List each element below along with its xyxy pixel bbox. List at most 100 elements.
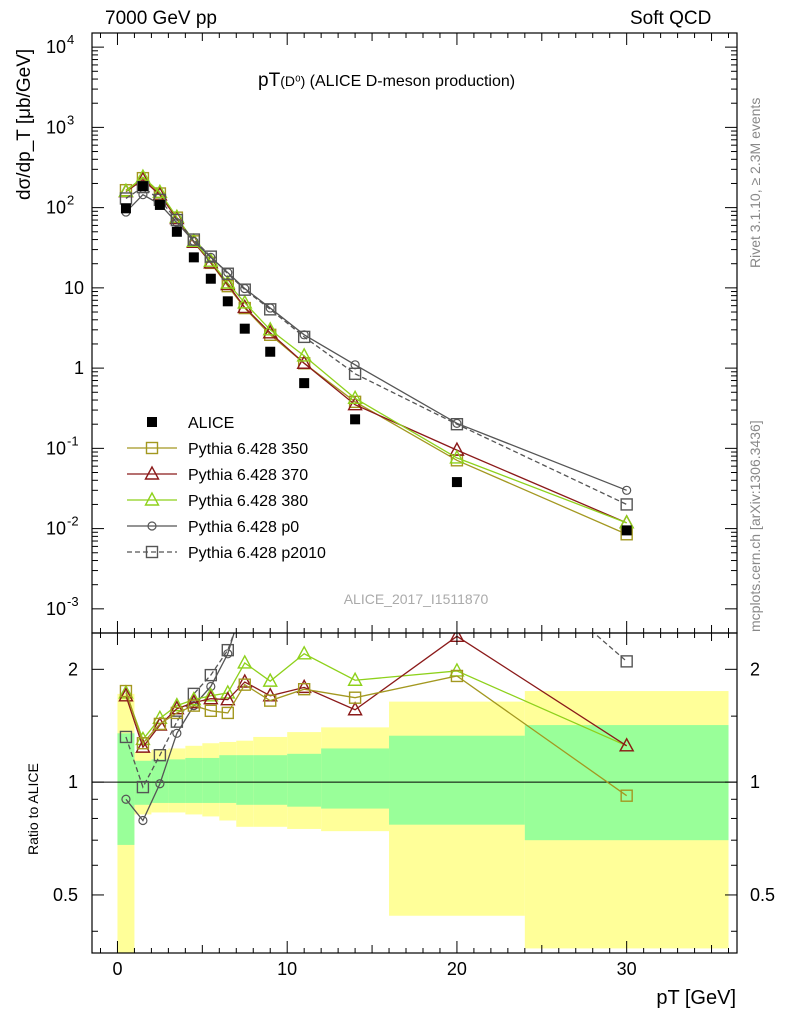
ratio-data-point [221,706,234,720]
ratio-data-point [237,673,253,688]
main-data-point [205,273,216,284]
legend-marker [144,491,160,506]
main-data-point [451,477,462,488]
main-data-point [449,441,465,456]
legend-entry-pythia-6-428-350 [127,441,177,455]
legend-entry-pythia-6-428-370 [127,465,177,480]
main-series-line [125,176,627,524]
main-data-point [296,354,312,369]
uncertainty-band-inner [117,733,135,845]
main-data-point [347,389,363,405]
ratio-data-point [118,684,134,699]
main-data-point [348,367,362,380]
main-data-point [265,346,276,357]
ratio-data-point [203,687,219,702]
legend-marker [147,417,157,427]
y-tick-label-exponent: 4 [67,32,74,47]
legend-marker [147,521,157,531]
ratio-data-point [172,728,182,738]
ratio-data-point [296,678,312,694]
main-data-point [170,213,184,227]
main-data-point [187,233,201,246]
ratio-data-point [623,589,631,597]
ratio-data-point [350,568,361,579]
main-data-point [118,182,134,197]
main-series-pythia-6-428-350 [119,171,633,541]
legend-entry-pythia-6-428-p2010 [127,545,177,559]
main-data-point [237,294,253,309]
main-data-point [621,525,632,536]
uncertainty-band-inner [185,757,203,803]
x-tick-label: 0 [112,959,122,979]
x-tick-label: 10 [277,959,297,979]
legend-entry-alice [147,417,157,427]
legend-label: Pythia 6.428 350 [188,441,308,458]
ratio-data-point [239,598,250,609]
uncertainty-band-inner [389,735,525,825]
ratio-data-point [189,701,199,711]
ratio-data-point [620,789,633,802]
ratio-data-point [238,678,251,691]
ratio-data-point [135,738,151,753]
ratio-data-point [265,582,276,593]
main-series-alice [120,181,632,536]
ratio-data-point [138,815,148,826]
main-series-line [125,186,627,506]
main-data-point [154,199,165,210]
ratio-y-axis-label: Ratio to ALICE [25,763,41,855]
y-tick-label: 10 [46,198,66,218]
mcplots-label: mcplots.cern.ch [arXiv:1306.3436] [747,420,763,632]
legend-label: Pythia 6.428 p2010 [188,545,326,562]
legend-label: Pythia 6.428 370 [188,467,308,484]
ratio-data-point [620,655,633,668]
y-axis-label: dσ/dp_T [μb/GeV] [14,49,35,200]
y-tick-label: 10 [46,599,66,619]
ratio-series-pythia-6-428-p0 [121,504,631,826]
y-tick-label: 10 [64,278,84,298]
ratio-data-point [347,701,363,716]
main-plot-title: pT(D⁰) (ALICE D-meson production) [258,70,515,91]
ratio-data-point [186,694,202,709]
y-tick-label: 10 [46,117,66,137]
ratio-data-point [237,654,253,669]
ratio-data-point [136,780,150,794]
main-data-point [204,250,218,263]
uncertainty-band-inner [236,755,254,805]
main-data-point [239,323,250,334]
legend-label: Pythia 6.428 380 [188,493,308,510]
main-data-point [119,192,133,205]
main-data-point [172,218,182,228]
process-label: Soft QCD [630,8,712,29]
ratio-data-point [266,574,274,582]
ratio-data-point [170,715,184,728]
main-data-point [450,417,464,431]
ratio-series-pythia-6-428-350 [119,669,633,802]
legend-marker [145,441,159,455]
ratio-y-tick-label: 1 [68,772,78,792]
main-data-point [221,267,234,280]
main-data-point [297,330,311,344]
ratio-data-point [186,691,202,706]
ratio-series-line [125,675,628,797]
main-data-point [186,232,202,248]
analysis-id-label: ALICE_2017_I1511870 [344,591,489,607]
ratio-data-point [220,691,236,706]
main-data-point [220,274,236,289]
ratio-data-point [451,508,462,519]
ratio-data-point [296,645,312,660]
main-data-point [171,226,182,237]
ratio-data-point [169,697,185,712]
x-tick-label: 20 [447,959,467,979]
ratio-series-line [125,633,628,789]
uncertainty-band-inner [321,748,390,809]
main-plot-frame [91,32,738,634]
ratio-data-point [453,504,461,512]
main-data-point [264,303,277,316]
ratio-data-point [153,748,167,762]
legend-label: ALICE [188,415,234,432]
ratio-data-point [221,643,234,657]
main-data-point [296,347,312,362]
ratio-data-point [347,671,363,686]
main-data-point [206,252,216,262]
